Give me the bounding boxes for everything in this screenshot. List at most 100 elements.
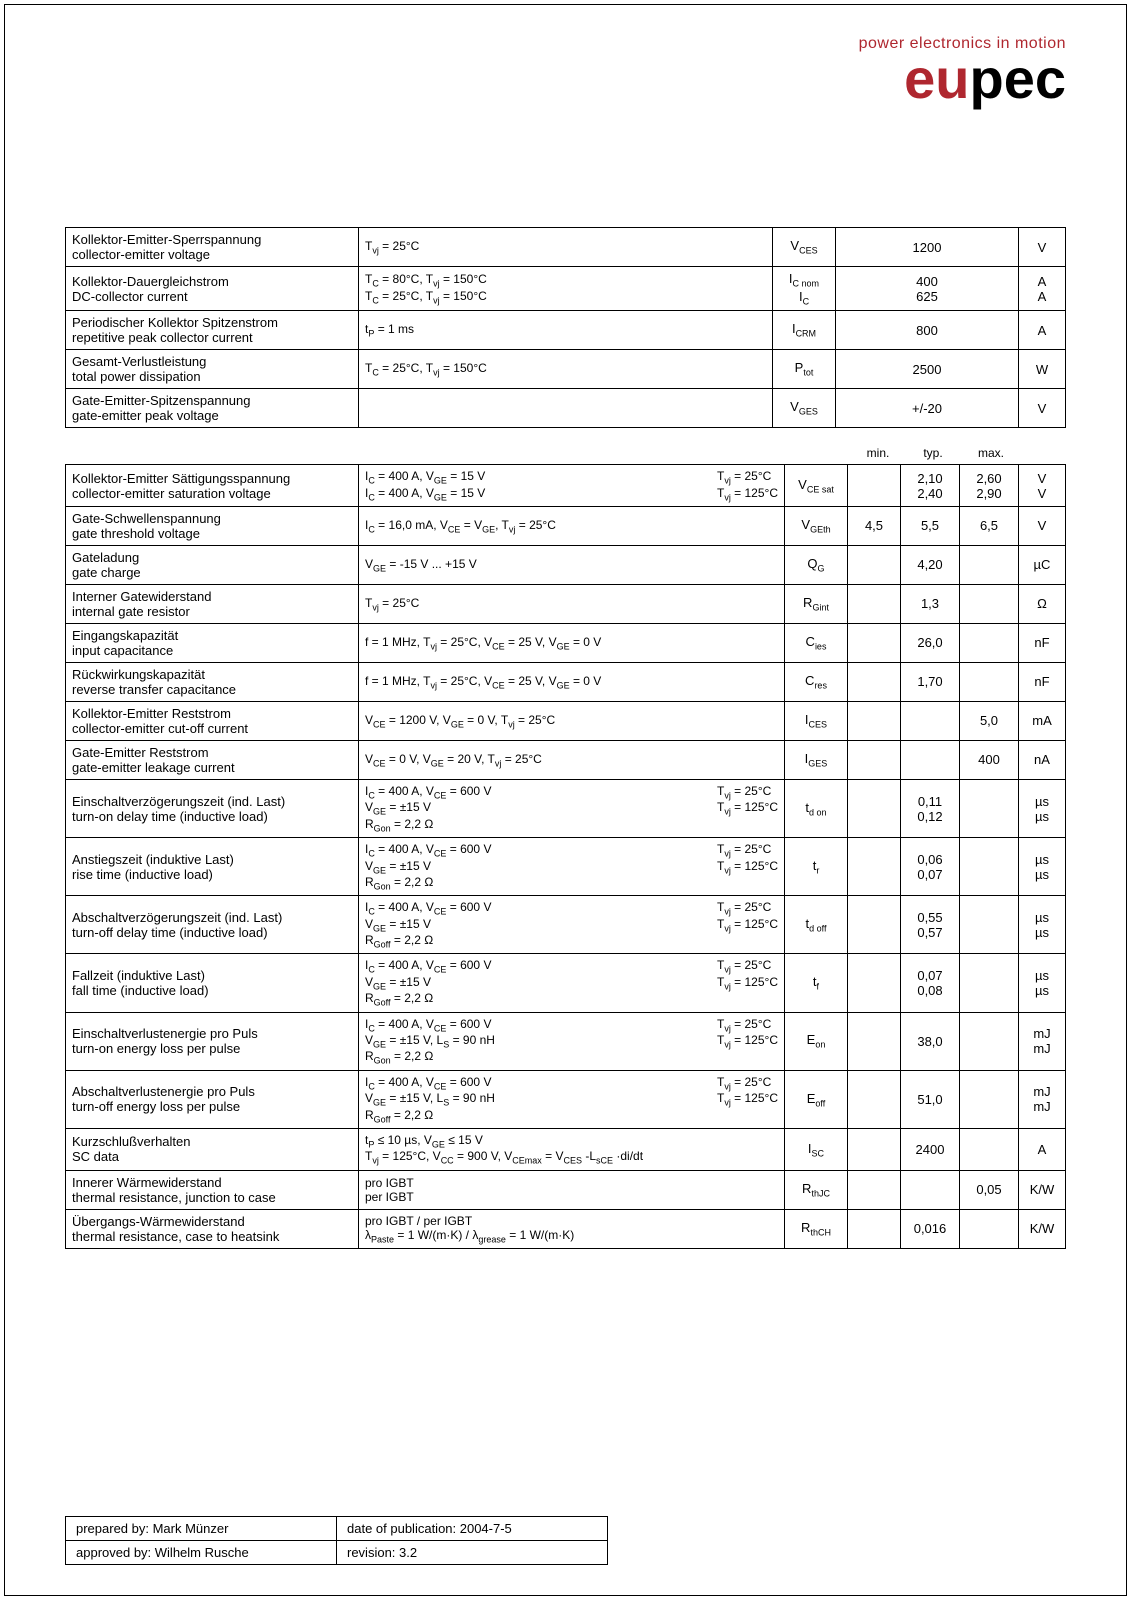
content: Kollektor-Emitter-Sperrspannungcollector… (5, 107, 1126, 1249)
char-typ (901, 740, 960, 779)
char-row: Kollektor-Emitter Reststromcollector-emi… (66, 701, 1066, 740)
abs-row: Periodischer Kollektor Spitzenstromrepet… (66, 311, 1066, 350)
char-min (848, 662, 901, 701)
char-max: 6,5 (960, 506, 1019, 545)
char-desc: Kollektor-Emitter Reststromcollector-emi… (66, 701, 359, 740)
logo-black: pec (970, 51, 1067, 107)
char-sym: Eon (785, 1012, 848, 1070)
abs-cond: TC = 25°C, Tvj = 150°C (359, 350, 773, 389)
char-desc: Gate-Emitter Reststromgate-emitter leaka… (66, 740, 359, 779)
abs-cond: Tvj = 25°C (359, 228, 773, 267)
char-sym: RthCH (785, 1209, 848, 1248)
char-cond: IC = 400 A, VCE = 600 VVGE = ±15 VRGoff … (359, 954, 785, 1012)
char-typ: 0,110,12 (901, 779, 960, 837)
char-min: 4,5 (848, 506, 901, 545)
char-min (848, 1129, 901, 1171)
char-typ: 0,550,57 (901, 896, 960, 954)
char-sym: VCE sat (785, 465, 848, 507)
char-typ: 1,70 (901, 662, 960, 701)
abs-unit: A (1019, 311, 1066, 350)
char-sym: td on (785, 779, 848, 837)
char-row: Interner Gatewiderstandinternal gate res… (66, 584, 1066, 623)
char-sym: RGint (785, 584, 848, 623)
char-min (848, 838, 901, 896)
abs-cond (359, 389, 773, 428)
char-typ: 51,0 (901, 1070, 960, 1128)
char-typ: 26,0 (901, 623, 960, 662)
char-cond: IC = 400 A, VCE = 600 VVGE = ±15 V, LS =… (359, 1070, 785, 1128)
char-sym: tr (785, 838, 848, 896)
char-desc: Abschaltverzögerungszeit (ind. Last)turn… (66, 896, 359, 954)
char-cond: IC = 400 A, VCE = 600 VVGE = ±15 VRGon =… (359, 838, 785, 896)
char-row: Gateladunggate chargeVGE = -15 V ... +15… (66, 545, 1066, 584)
char-unit: nF (1019, 662, 1066, 701)
char-sym: VGEth (785, 506, 848, 545)
char-unit: mJmJ (1019, 1070, 1066, 1128)
char-max (960, 896, 1019, 954)
char-cond: VGE = -15 V ... +15 V (359, 545, 785, 584)
abs-row: Gate-Emitter-Spitzenspannunggate-emitter… (66, 389, 1066, 428)
char-min (848, 1170, 901, 1209)
abs-row: Kollektor-DauergleichstromDC-collector c… (66, 267, 1066, 311)
char-sym: td off (785, 896, 848, 954)
char-cond: pro IGBTper IGBT (359, 1170, 785, 1209)
char-desc: Übergangs-Wärmewiderstandthermal resista… (66, 1209, 359, 1248)
abs-desc: Gate-Emitter-Spitzenspannunggate-emitter… (66, 389, 359, 428)
char-row: KurzschlußverhaltenSC datatP ≤ 10 µs, VG… (66, 1129, 1066, 1171)
abs-desc: Gesamt-Verlustleistungtotal power dissip… (66, 350, 359, 389)
pub-date: date of publication: 2004-7-5 (337, 1517, 608, 1541)
char-min (848, 701, 901, 740)
char-max (960, 545, 1019, 584)
page-frame: power electronics in motion eupec Kollek… (4, 4, 1127, 1596)
char-desc: Gateladunggate charge (66, 545, 359, 584)
char-typ: 1,3 (901, 584, 960, 623)
char-max: 0,05 (960, 1170, 1019, 1209)
char-sym: ICES (785, 701, 848, 740)
char-max: 2,602,90 (960, 465, 1019, 507)
char-row: Kollektor-Emitter Sättigungsspannungcoll… (66, 465, 1066, 507)
char-unit: K/W (1019, 1170, 1066, 1209)
abs-sym: ICRM (773, 311, 836, 350)
char-unit: K/W (1019, 1209, 1066, 1248)
char-unit: Ω (1019, 584, 1066, 623)
char-min (848, 779, 901, 837)
abs-val: 2500 (836, 350, 1019, 389)
abs-val: 1200 (836, 228, 1019, 267)
char-sym: tf (785, 954, 848, 1012)
char-cond: VCE = 0 V, VGE = 20 V, Tvj = 25°C (359, 740, 785, 779)
abs-sym: VGES (773, 389, 836, 428)
char-max (960, 1012, 1019, 1070)
char-cond: VCE = 1200 V, VGE = 0 V, Tvj = 25°C (359, 701, 785, 740)
char-desc: Einschaltverlustenergie pro Pulsturn-on … (66, 1012, 359, 1070)
abs-sym: Ptot (773, 350, 836, 389)
char-min (848, 954, 901, 1012)
char-unit: A (1019, 1129, 1066, 1171)
brand-logo: eupec (904, 51, 1066, 107)
char-max: 5,0 (960, 701, 1019, 740)
char-typ: 2400 (901, 1129, 960, 1171)
char-typ: 0,060,07 (901, 838, 960, 896)
char-row: Anstiegszeit (induktive Last)rise time (… (66, 838, 1066, 896)
char-unit: µsµs (1019, 779, 1066, 837)
char-unit: mJmJ (1019, 1012, 1066, 1070)
char-header: min. typ. max. (65, 442, 1066, 464)
char-unit: µsµs (1019, 954, 1066, 1012)
char-row: Abschaltverlustenergie pro Pulsturn-off … (66, 1070, 1066, 1128)
abs-cond: tP = 1 ms (359, 311, 773, 350)
char-desc: Eingangskapazitätinput capacitance (66, 623, 359, 662)
char-row: Innerer Wärmewiderstandthermal resistanc… (66, 1170, 1066, 1209)
char-min (848, 1209, 901, 1248)
char-typ (901, 1170, 960, 1209)
char-unit: µsµs (1019, 838, 1066, 896)
char-sym: Eoff (785, 1070, 848, 1128)
char-min (848, 465, 901, 507)
char-cond: f = 1 MHz, Tvj = 25°C, VCE = 25 V, VGE =… (359, 623, 785, 662)
char-sym: ISC (785, 1129, 848, 1171)
char-typ: 0,070,08 (901, 954, 960, 1012)
hdr-max: max. (962, 442, 1020, 464)
char-sym: Cres (785, 662, 848, 701)
abs-unit: V (1019, 228, 1066, 267)
char-desc: Innerer Wärmewiderstandthermal resistanc… (66, 1170, 359, 1209)
char-cond: tP ≤ 10 µs, VGE ≤ 15 VTvj = 125°C, VCC =… (359, 1129, 785, 1171)
char-max (960, 584, 1019, 623)
